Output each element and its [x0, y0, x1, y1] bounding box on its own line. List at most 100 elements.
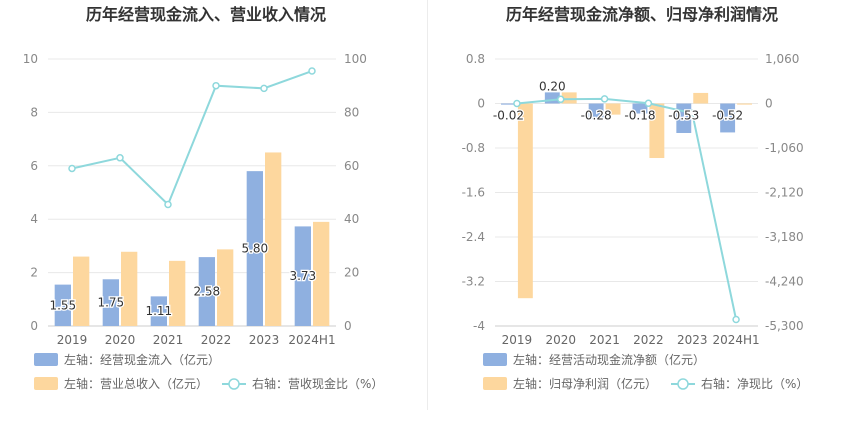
right-tick-label: -2,120	[765, 186, 804, 200]
right-tick-label: 40	[344, 212, 359, 226]
chart-1: 历年经营现金流入、营业收入情况 0 0 2 20 4 40 6 60 8 80 10 100 2019 20…	[23, 5, 384, 391]
category-label: 2022	[633, 333, 664, 347]
bar-left-series1	[720, 103, 736, 133]
legend-label: 右轴：营收现金比（%）	[252, 376, 383, 391]
right-tick-label: 0	[765, 97, 773, 111]
data-label: 2.58	[193, 285, 220, 299]
bar-left-series1	[632, 103, 648, 114]
legend-swatch	[34, 377, 58, 390]
right-tick-label: 1,060	[765, 52, 799, 66]
left-tick-label: 6	[30, 159, 38, 173]
legend-marker	[228, 378, 240, 390]
bar-left-series2	[73, 256, 90, 326]
bar-left-series2	[649, 103, 665, 159]
left-tick-label: 0.8	[466, 52, 485, 66]
bar-left-series1	[246, 171, 263, 326]
data-label: 0.20	[539, 79, 566, 93]
data-label: -0.28	[581, 109, 612, 123]
legend-swatch	[483, 353, 507, 366]
data-label: -0.02	[493, 109, 524, 123]
line-point	[513, 99, 521, 108]
bar-left-series1	[150, 296, 167, 326]
legend-swatch	[483, 377, 507, 390]
bar-left-series1	[198, 257, 215, 326]
legend-label: 左轴：经营现金流入（亿元）	[64, 352, 220, 367]
category-label: 2024H1	[712, 333, 759, 347]
category-label: 2021	[589, 333, 620, 347]
right-tick-label: 80	[344, 105, 359, 119]
legend-marker	[677, 378, 689, 390]
legend-swatch	[34, 353, 58, 366]
bar-left-series2	[121, 251, 138, 326]
bar-left-series1	[544, 92, 560, 104]
left-tick-label: -2.4	[462, 230, 485, 244]
bar-left-series2	[265, 152, 282, 326]
data-label: 1.11	[145, 304, 172, 318]
bar-left-series1	[102, 279, 119, 326]
bar-left-series2	[605, 103, 621, 115]
category-label: 2023	[249, 333, 280, 347]
bar-left-series2	[693, 92, 709, 104]
left-tick-label: 0	[477, 97, 485, 111]
line-series	[516, 97, 738, 320]
line-point	[308, 67, 316, 75]
data-label: -0.18	[624, 109, 655, 123]
left-tick-label: -1.6	[462, 186, 485, 200]
right-tick-label: -5,300	[765, 319, 804, 333]
line-point	[557, 95, 565, 104]
chart-title: 历年经营现金流入、营业收入情况	[86, 5, 326, 24]
data-label: 1.55	[49, 298, 76, 312]
legend-label: 左轴：营业总收入（亿元）	[64, 376, 208, 391]
line-point	[732, 315, 740, 324]
category-label: 2020	[545, 333, 576, 347]
line-point	[116, 154, 124, 162]
right-tick-label: 100	[344, 52, 367, 66]
data-label: -0.53	[668, 109, 699, 123]
left-tick-label: 0	[30, 319, 38, 333]
category-label: 2024H1	[288, 333, 335, 347]
right-tick-label: -3,180	[765, 230, 804, 244]
bar-left-series2	[217, 249, 234, 326]
line-point	[260, 84, 268, 93]
panel-divider	[427, 0, 428, 410]
line-point	[68, 164, 76, 173]
category-label: 2022	[201, 333, 232, 347]
category-label: 2023	[677, 333, 708, 347]
left-tick-label: -4	[473, 319, 485, 333]
line-point	[644, 99, 653, 108]
category-label: 2019	[502, 333, 533, 347]
data-label: 5.80	[241, 242, 268, 256]
chart-title: 历年经营现金流净额、归母净利润情况	[506, 5, 778, 24]
legend-label: 左轴：经营活动现金流净额（亿元）	[513, 352, 705, 367]
left-tick-label: -0.8	[462, 141, 485, 155]
data-label: 3.73	[289, 269, 316, 283]
left-tick-label: 10	[23, 52, 38, 66]
line-point	[212, 81, 220, 90]
bar-left-series1	[294, 226, 311, 326]
line-series	[71, 70, 313, 207]
right-tick-label: -4,240	[765, 275, 804, 289]
bar-left-series2	[561, 92, 577, 104]
line-point	[164, 200, 172, 209]
left-tick-label: 8	[30, 105, 38, 119]
right-tick-label: 0	[344, 319, 352, 333]
category-label: 2019	[57, 333, 88, 347]
line-point	[600, 95, 609, 103]
right-tick-label: -1,060	[765, 141, 804, 155]
data-label: 1.75	[97, 296, 124, 310]
bar-left-series1	[588, 103, 604, 120]
left-tick-label: -3.2	[462, 275, 485, 289]
legend-label: 右轴：净现比（%）	[701, 376, 808, 391]
category-label: 2020	[105, 333, 136, 347]
right-tick-label: 60	[344, 159, 359, 173]
category-label: 2021	[153, 333, 184, 347]
bar-left-series2	[313, 221, 330, 326]
left-tick-label: 4	[30, 212, 38, 226]
bar-left-series1	[501, 103, 516, 105]
line-point	[688, 109, 696, 117]
right-tick-label: 20	[344, 266, 359, 280]
left-tick-label: 2	[30, 266, 38, 280]
bar-left-series2	[517, 103, 533, 299]
chart-2: 历年经营现金流净额、归母净利润情况 0.8 1,060 0 0 -0.8 -1,060 -1.…	[462, 5, 809, 391]
